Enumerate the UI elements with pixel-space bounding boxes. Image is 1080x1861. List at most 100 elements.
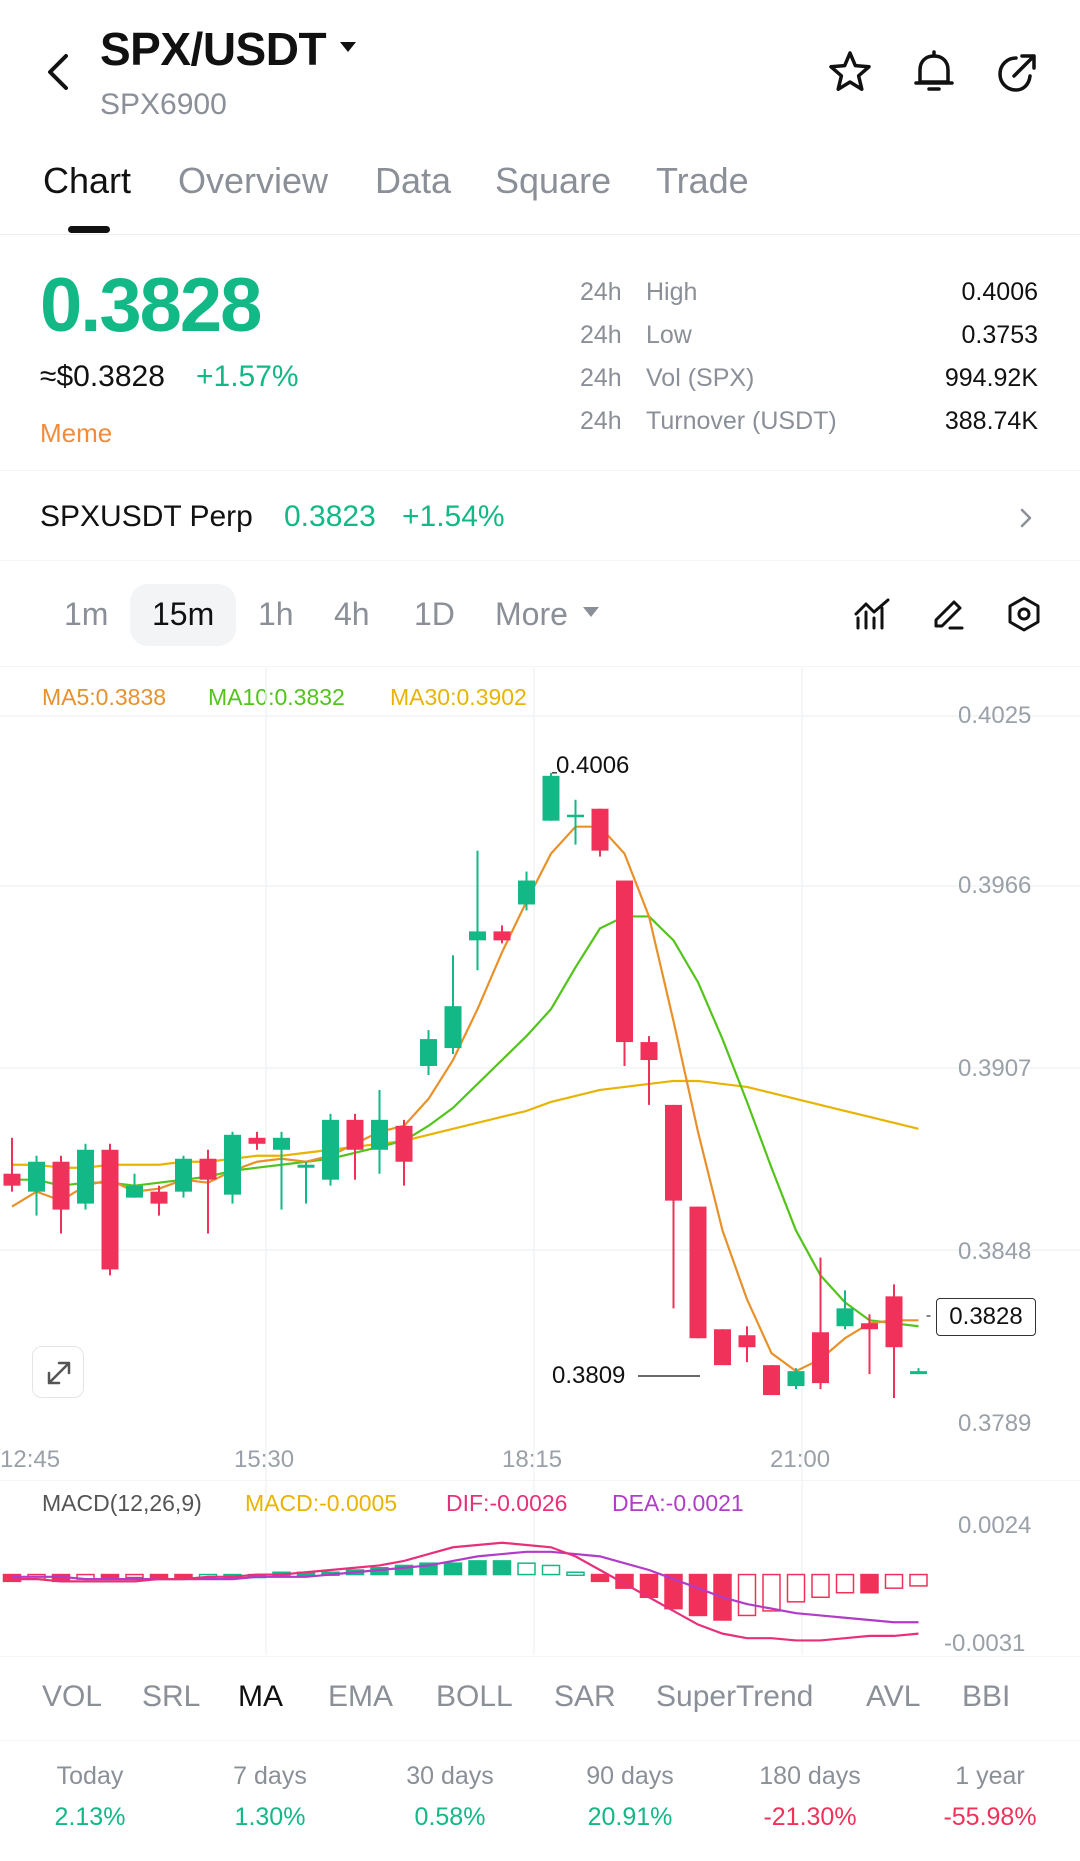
price-change: +1.57% bbox=[196, 360, 299, 393]
candle-body bbox=[469, 931, 486, 941]
candle-body bbox=[836, 1308, 854, 1327]
candle-body bbox=[248, 1137, 266, 1144]
share-icon[interactable] bbox=[994, 48, 1042, 96]
macd-bar bbox=[860, 1573, 879, 1594]
indicator-vol[interactable]: VOL bbox=[42, 1680, 103, 1713]
chevron-right-icon[interactable] bbox=[1016, 506, 1036, 530]
indicator-icon[interactable] bbox=[852, 594, 892, 634]
expand-chart-button[interactable] bbox=[32, 1346, 84, 1398]
macd-bar bbox=[688, 1573, 708, 1617]
interval-1m[interactable]: 1m bbox=[64, 596, 109, 632]
macd-bar bbox=[174, 1573, 193, 1579]
ma5-legend: MA5:0.3838 bbox=[42, 684, 167, 710]
active-interval-bg bbox=[130, 584, 236, 646]
ma10-legend: MA10:0.3832 bbox=[208, 684, 345, 710]
macd-divider bbox=[0, 1480, 1080, 1481]
interval-15m[interactable]: 15m bbox=[152, 596, 215, 632]
perf-today: Today 2.13% bbox=[54, 1762, 126, 1831]
star-icon[interactable] bbox=[826, 48, 874, 96]
indicator-srl[interactable]: SRL bbox=[142, 1680, 201, 1713]
candle-body bbox=[591, 808, 609, 851]
macd-value: MACD:-0.0005 bbox=[245, 1490, 398, 1516]
stat-24h-vol: 24h Vol (SPX) 994.92K bbox=[580, 364, 1038, 392]
macd-bar bbox=[125, 1573, 144, 1579]
caret-down-icon[interactable] bbox=[338, 40, 358, 54]
macd-bar bbox=[884, 1573, 904, 1589]
indicator-bbi[interactable]: BBI bbox=[962, 1680, 1011, 1713]
x-tick-1: 15:30 bbox=[234, 1446, 295, 1473]
back-arrow-icon[interactable] bbox=[40, 48, 80, 96]
candle-body bbox=[77, 1149, 94, 1204]
interval-4h[interactable]: 4h bbox=[334, 596, 370, 632]
tab-square[interactable]: Square bbox=[495, 160, 612, 201]
pair-title[interactable]: SPX/USDT bbox=[100, 23, 327, 75]
indicator-supertrend[interactable]: SuperTrend bbox=[656, 1680, 814, 1713]
usd-price: ≈$0.3828 bbox=[40, 360, 165, 393]
draw-pen-icon[interactable] bbox=[928, 594, 968, 634]
macd-bar bbox=[835, 1573, 855, 1594]
interval-1h[interactable]: 1h bbox=[258, 596, 294, 632]
dif-line bbox=[12, 1541, 919, 1642]
macd-bar bbox=[811, 1573, 830, 1599]
macd-bar bbox=[443, 1562, 463, 1576]
candle-body bbox=[616, 880, 633, 1043]
candle-body bbox=[3, 1173, 21, 1186]
tab-data[interactable]: Data bbox=[375, 160, 452, 201]
x-tick-3: 21:00 bbox=[770, 1446, 831, 1473]
dea-line bbox=[12, 1550, 919, 1624]
macd-bar bbox=[590, 1573, 610, 1583]
candle-body bbox=[126, 1185, 143, 1198]
tab-chart[interactable]: Chart bbox=[43, 160, 132, 201]
perp-top-divider bbox=[0, 470, 1080, 471]
candle-body bbox=[224, 1134, 241, 1195]
perp-name[interactable]: SPXUSDT Perp bbox=[40, 500, 253, 533]
candle-body bbox=[665, 1104, 682, 1201]
indicator-ma[interactable]: MA bbox=[238, 1680, 283, 1713]
chart-top-divider bbox=[0, 666, 1080, 667]
candle-body bbox=[542, 775, 560, 821]
macd-bar bbox=[909, 1573, 928, 1587]
stat-24h-high: 24h High 0.4006 bbox=[580, 278, 1038, 306]
perp-bottom-divider bbox=[0, 560, 1080, 561]
indicator-boll[interactable]: BOLL bbox=[436, 1680, 513, 1713]
candle-body bbox=[714, 1329, 731, 1366]
candle-body bbox=[273, 1137, 290, 1150]
macd-bar bbox=[664, 1573, 683, 1610]
perf-1y: 1 year -55.98% bbox=[943, 1762, 1037, 1831]
last-price-marker: 0.3828 bbox=[936, 1298, 1036, 1336]
price-chart[interactable] bbox=[0, 668, 1080, 1668]
candle-body bbox=[420, 1039, 437, 1067]
candle-body bbox=[885, 1296, 903, 1348]
low-label: 0.3809 bbox=[552, 1362, 626, 1389]
indicator-ema[interactable]: EMA bbox=[328, 1680, 394, 1713]
dif-value: DIF:-0.0026 bbox=[446, 1490, 568, 1516]
tab-overview[interactable]: Overview bbox=[178, 160, 329, 201]
settings-icon[interactable] bbox=[1004, 594, 1044, 634]
interval-1d[interactable]: 1D bbox=[414, 596, 455, 632]
candle-body bbox=[101, 1149, 119, 1270]
candle-body bbox=[812, 1332, 829, 1384]
tab-trade[interactable]: Trade bbox=[656, 160, 749, 201]
macd-bar bbox=[394, 1564, 414, 1576]
candle-body bbox=[763, 1365, 780, 1396]
perp-change: +1.54% bbox=[402, 500, 505, 533]
interval-more[interactable]: More bbox=[495, 596, 568, 632]
candle-body bbox=[371, 1119, 388, 1150]
macd-bar bbox=[762, 1573, 781, 1612]
indicator-sar[interactable]: SAR bbox=[554, 1680, 616, 1713]
ma30-line bbox=[12, 1079, 919, 1169]
category-tag[interactable]: Meme bbox=[40, 418, 113, 448]
indicator-bottom-divider bbox=[0, 1740, 1080, 1741]
indicator-avl[interactable]: AVL bbox=[866, 1680, 921, 1713]
high-label: 0.4006 bbox=[556, 752, 630, 779]
indicator-top-divider bbox=[0, 1656, 1080, 1657]
bell-icon[interactable] bbox=[910, 48, 958, 96]
pair-subtitle: SPX6900 bbox=[100, 88, 227, 121]
active-tab-indicator bbox=[68, 226, 110, 233]
x-tick-2: 18:15 bbox=[502, 1446, 563, 1473]
ma30-legend: MA30:0.3902 bbox=[390, 684, 527, 710]
candle-body bbox=[199, 1158, 217, 1180]
candle-body bbox=[861, 1323, 878, 1330]
more-caret-icon[interactable] bbox=[582, 606, 600, 618]
candle-body bbox=[493, 931, 511, 941]
